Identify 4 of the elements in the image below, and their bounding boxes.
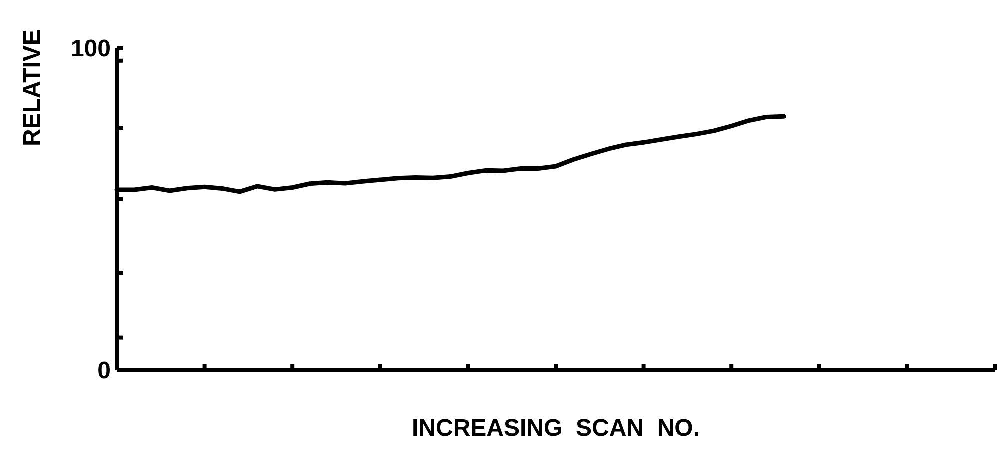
x-axis-title: INCREASING SCAN NO.: [412, 415, 700, 442]
y-axis-title: RELATIVE: [19, 30, 46, 146]
y-tick-label: 100: [70, 35, 111, 62]
y-tick-label: 0: [98, 357, 111, 384]
